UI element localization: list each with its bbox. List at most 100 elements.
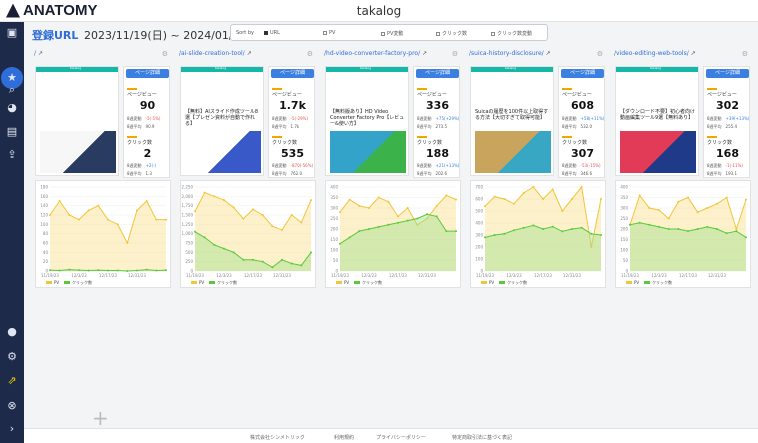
y-tick-label: 1,750 (182, 203, 194, 208)
pv-series-point (242, 217, 245, 220)
date-range[interactable]: 2023/11/19(日) ~ 2024/01/13(土) (84, 29, 267, 42)
thumbnail-image (620, 131, 696, 173)
page-detail-button[interactable]: ページ詳細 (126, 69, 169, 78)
x-tick-label: 11/19/23 (476, 273, 494, 278)
report-icon[interactable]: ▤ (6, 125, 18, 138)
pv-avg-value: 1.7k (290, 124, 300, 129)
x-tick-label: 12/3/23 (506, 273, 522, 278)
export-icon[interactable]: ⇪ (7, 148, 17, 161)
y-tick-label: 50 (333, 258, 339, 263)
page-thumbnail[interactable]: takalog Suicaの履歴を100件以上取得する方法【大切すぎて取得可能】 (470, 66, 554, 176)
sort-option-pv[interactable]: PV (323, 30, 335, 36)
external-link-icon[interactable]: ↗ (246, 50, 252, 57)
logo[interactable]: ANATOMY (6, 2, 97, 19)
clicks-change-value: +21(+13%) (435, 163, 460, 168)
sort-option-pv-change[interactable]: PV変動 (381, 30, 403, 37)
card-settings-icon[interactable]: ⚙ (741, 50, 748, 58)
card-settings-icon[interactable]: ⚙ (161, 50, 168, 58)
legend-swatch (481, 281, 487, 284)
page-detail-button[interactable]: ページ詳細 (416, 69, 459, 78)
clicks-series-point (387, 223, 390, 226)
pv-series-point (58, 200, 61, 202)
page-detail-button[interactable]: ページ詳細 (271, 69, 314, 78)
clicks-series-point (513, 229, 515, 232)
thumbnail-header: takalog (181, 67, 263, 72)
clicks-avg-row: 8週平均 202.6 (417, 171, 447, 176)
y-tick-label: 700 (475, 185, 483, 190)
footer-link-company[interactable]: 株式会社シンメトリック (250, 435, 305, 441)
pv-series-point (368, 207, 370, 209)
legend-label: クリック数 (217, 279, 237, 285)
clicks-change-row: 8週変動 -1(-11%) (707, 163, 743, 168)
external-link-icon[interactable]: ↗ (422, 50, 428, 57)
page-detail-button[interactable]: ページ詳細 (561, 69, 604, 78)
clicks-series-point (87, 269, 90, 272)
card-url-link[interactable]: / ↗ (34, 50, 44, 57)
pv-change-value: +75(+29%) (435, 116, 460, 121)
pv-series-point (455, 198, 457, 201)
external-link-icon[interactable]: ↗ (690, 50, 696, 57)
page-thumbnail[interactable]: takalog 【無料版あり】HD Video Converter Factor… (325, 66, 409, 176)
card-url-link[interactable]: /ai-slide-creation-tool/↗ (179, 50, 252, 57)
card-url-link[interactable]: /hd-video-converter-factory-pro/↗ (324, 50, 428, 57)
pv-change-row: 8週変動 -5(-5%) (127, 116, 161, 121)
sidebar-active-indicator (1, 67, 23, 89)
card-url-link[interactable]: /suica-history-disclosure/↗ (469, 50, 551, 57)
legend-label: PV (489, 280, 494, 285)
clicks-series-point (696, 228, 699, 230)
pv-series-point (290, 214, 293, 216)
pageview-value: 336 (426, 99, 449, 112)
legend-swatch (64, 281, 70, 284)
gear-icon[interactable]: ⚙ (7, 350, 17, 363)
pv-series-point (165, 218, 167, 221)
url-card: / ↗ ⚙ takalog ページ詳細 ページビュー 90 8週変動 -5(-5%)… (32, 46, 172, 288)
dashboard-icon[interactable]: ▣ (6, 26, 18, 39)
y-tick-label: 250 (185, 259, 193, 264)
x-tick-label: 12/31/23 (418, 273, 436, 278)
page-thumbnail[interactable]: takalog (35, 66, 119, 176)
add-url-button[interactable]: + (92, 406, 109, 430)
x-tick-label: 12/17/23 (389, 273, 407, 278)
pv-series-point (522, 192, 525, 194)
footer-link-privacy[interactable]: プライバシーポリシー (376, 435, 426, 441)
sort-option-clicks-change[interactable]: クリック数変動 (491, 30, 532, 37)
clicks-change-value: +2(-) (145, 163, 157, 168)
pv-series-point (300, 221, 303, 224)
pv-series-point (358, 204, 361, 207)
pv-series-point (667, 217, 670, 220)
card-url-link[interactable]: /video-editing-web-tools/↗ (614, 50, 696, 57)
card-settings-icon[interactable]: ⚙ (596, 50, 603, 58)
card-settings-icon[interactable]: ⚙ (451, 50, 458, 58)
card-settings-icon[interactable]: ⚙ (306, 50, 313, 58)
expand-icon[interactable]: › (9, 422, 15, 435)
y-tick-label: 300 (620, 206, 628, 211)
external-link-icon[interactable]: ↗ (38, 50, 44, 57)
pageview-label: ページビュー (707, 88, 737, 98)
clicks-series-point (745, 236, 747, 239)
page-detail-button[interactable]: ページ詳細 (706, 69, 749, 78)
legend-label: クリック数 (72, 279, 92, 285)
pie-chart-icon[interactable]: ◕ (7, 101, 17, 114)
upgrade-icon[interactable]: ⇗ (7, 374, 17, 387)
card-grid: + / ↗ ⚙ takalog ページ詳細 ページビュー 90 8週変動 -5(-5… (24, 46, 758, 430)
clicks-avg-value: 202.6 (435, 171, 447, 176)
close-icon[interactable]: ⊗ (7, 399, 17, 412)
sort-option-clicks[interactable]: クリック数 (436, 30, 467, 37)
clicks-series-point (348, 236, 351, 239)
x-tick-label: 12/31/23 (128, 273, 146, 278)
sort-option-url[interactable]: URL (264, 30, 280, 36)
footer-link-terms[interactable]: 利用規約 (334, 435, 355, 441)
clicks-series-point (252, 258, 254, 261)
external-link-icon[interactable]: ↗ (545, 50, 551, 57)
search-icon[interactable]: ⌕ (8, 83, 16, 96)
clicks-series-point (290, 262, 293, 265)
page-thumbnail[interactable]: takalog 【ダウンロード不要】初心者向け動画編集ツール9選【無料あり】 (615, 66, 699, 176)
star-icon[interactable]: ★ (7, 71, 17, 84)
radio-icon (381, 31, 385, 36)
clicks-series-point (600, 234, 602, 236)
footer-link-commerce-law[interactable]: 特定商取引法に基づく表記 (452, 435, 513, 441)
page-thumbnail[interactable]: takalog 【無料】AIスライド作成ツール8選【プレゼン資料が自動で作れる】 (180, 66, 264, 176)
pv-series-point (310, 199, 312, 202)
x-tick-label: 12/17/23 (679, 273, 697, 278)
user-icon[interactable]: ● (7, 325, 17, 338)
